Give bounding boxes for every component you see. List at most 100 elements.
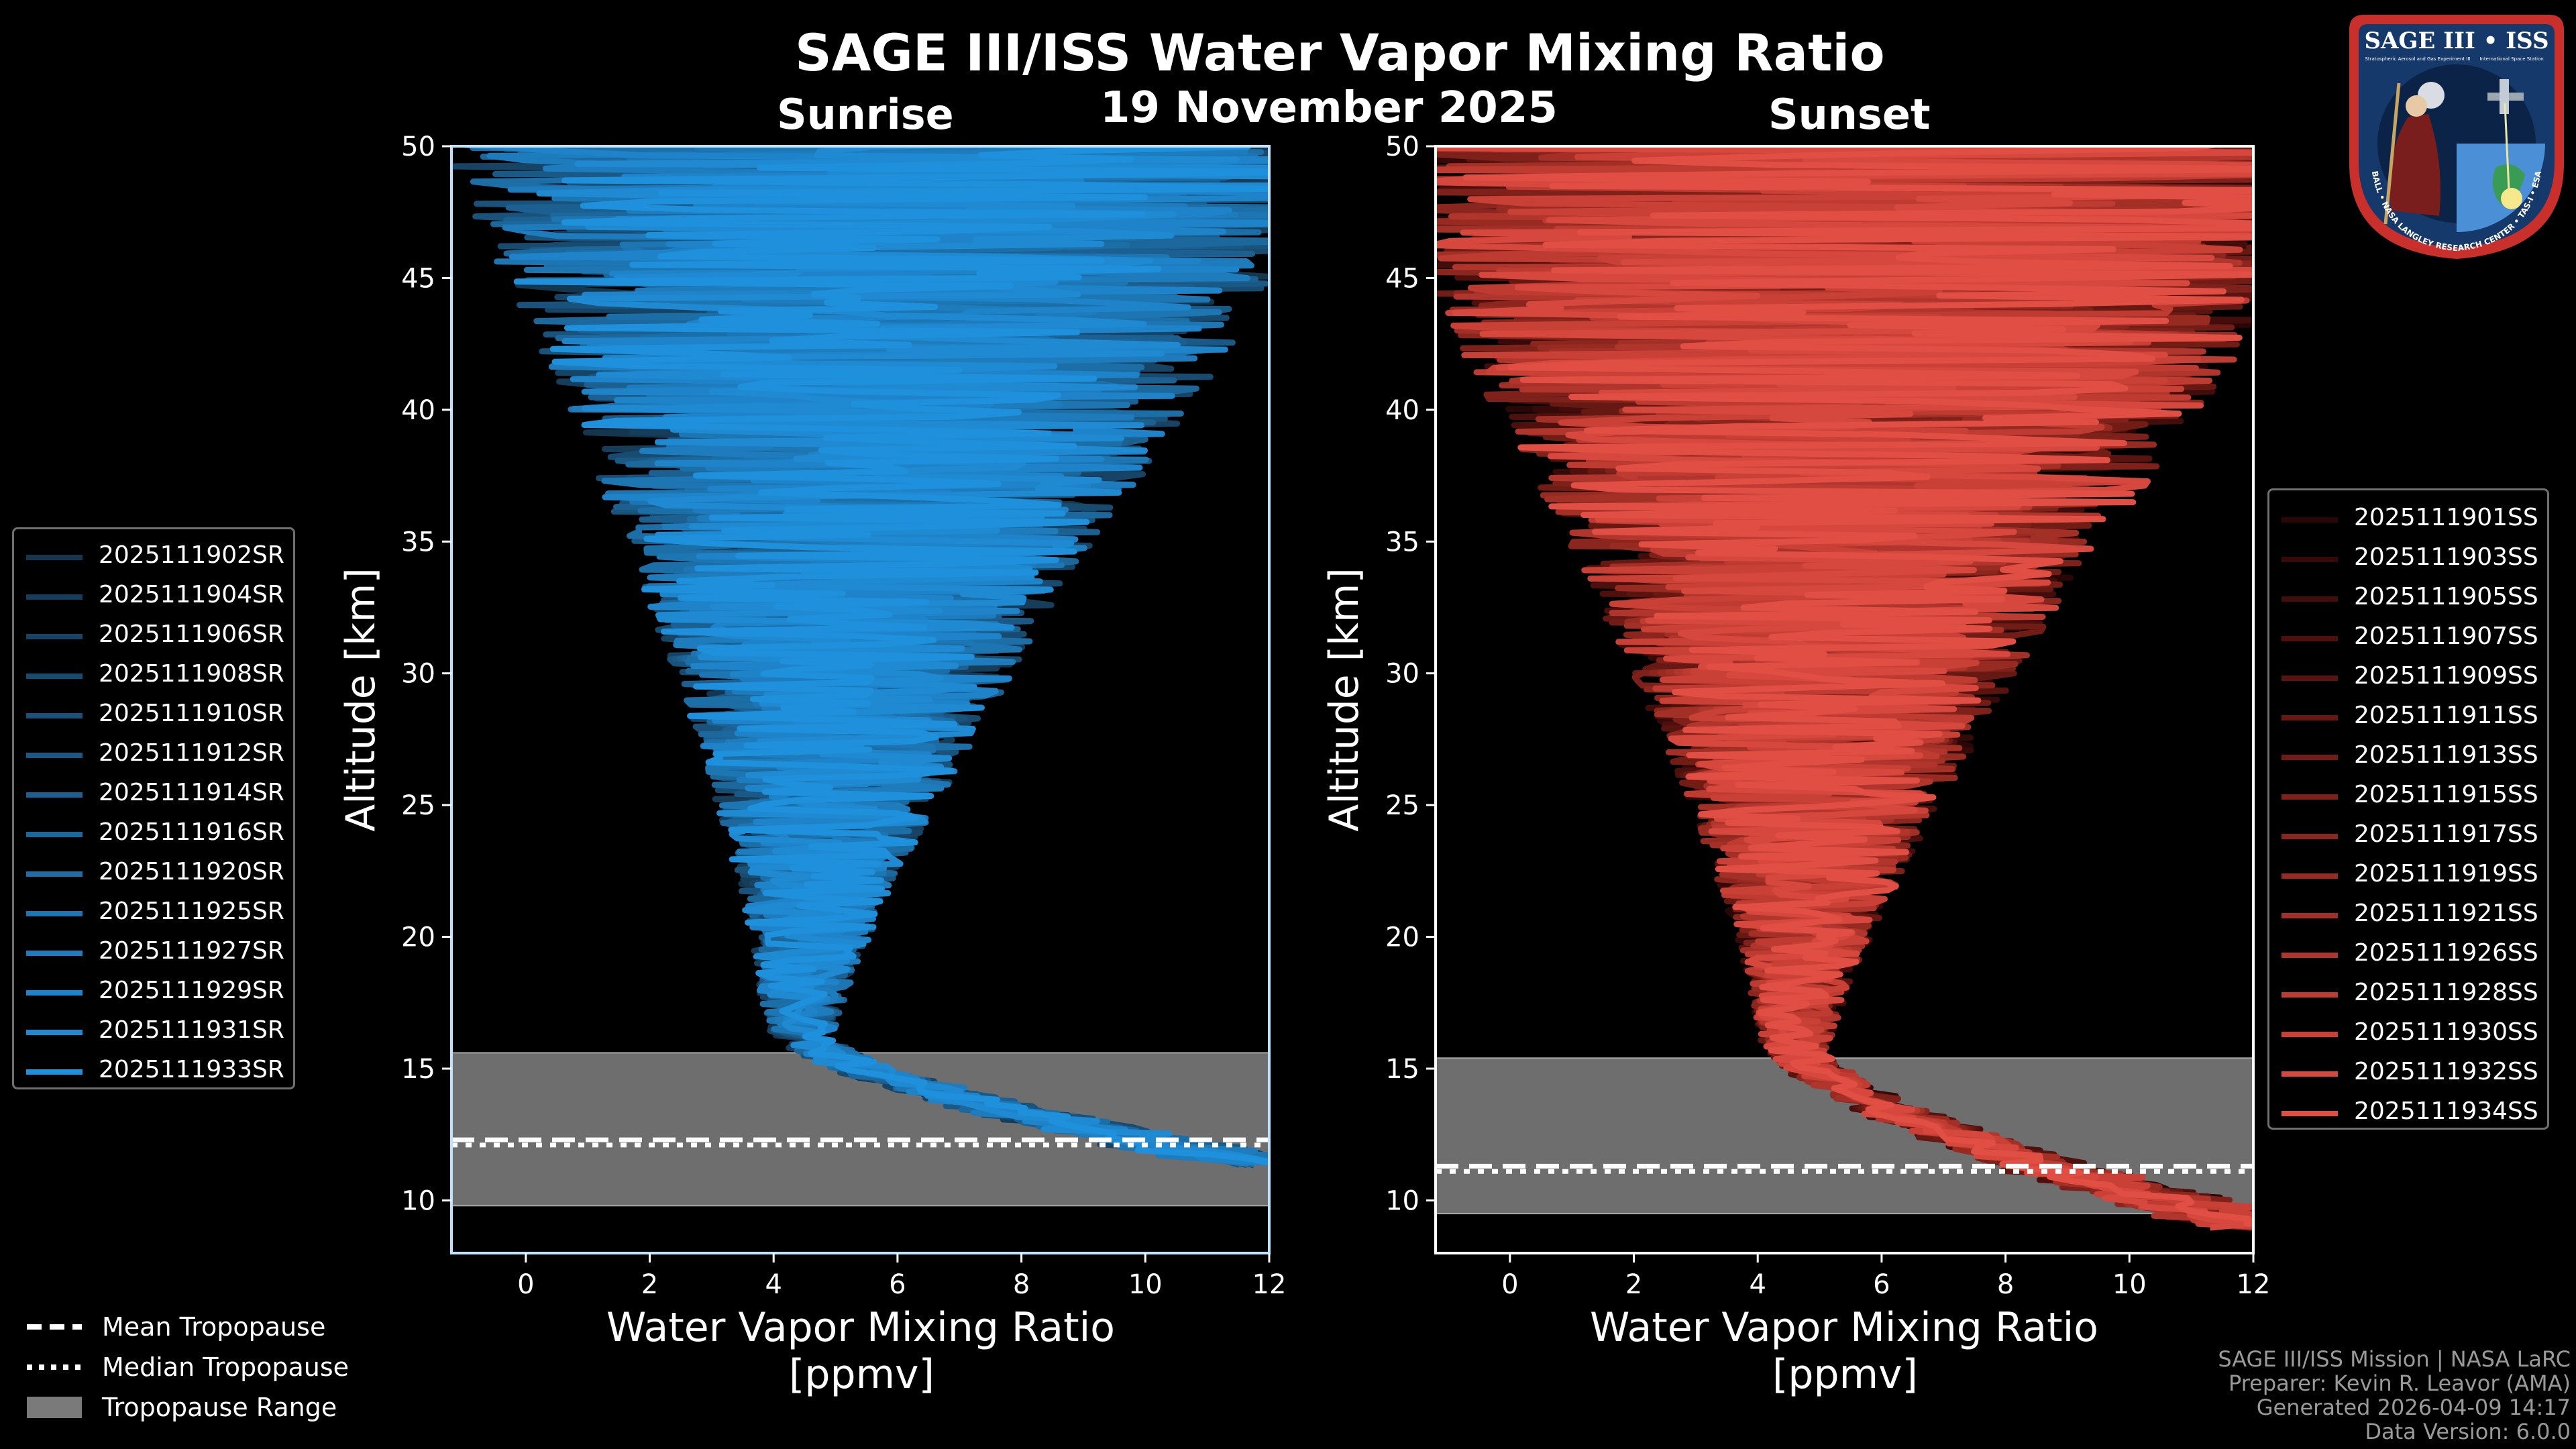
sunset-legend: 2025111901SS 2025111903SS 2025111905SS 2025… — [2267, 488, 2549, 1130]
legend-item: 2025111928SS — [2269, 975, 2547, 1014]
x-tick-label: 12 — [2237, 1269, 2271, 1300]
x-tick-label: 6 — [1873, 1269, 1890, 1300]
sunset-ylabel: Altitude [km] — [1321, 568, 1368, 832]
legend-label: 2025111902SR — [99, 541, 284, 569]
sunrise-panel: 0 2 4 6 8 10 12 10 15 20 25 30 35 40 45 50 — [401, 131, 1287, 1300]
dotted-line-swatch — [27, 1364, 82, 1370]
legend-swatch — [2282, 1111, 2338, 1116]
legend-label: 2025111932SS — [2354, 1058, 2538, 1085]
sunrise-xlabel-line1: Water Vapor Mixing Ratio — [606, 1304, 1115, 1351]
x-tick-label: 10 — [2112, 1269, 2147, 1300]
legend-item: 2025111916SR — [14, 814, 293, 853]
legend-item: 2025111930SS — [2269, 1014, 2547, 1053]
legend-label: 2025111912SR — [99, 739, 284, 767]
axes-frame — [1434, 145, 2255, 1254]
legend-swatch — [2282, 755, 2338, 760]
y-tick-label: 50 — [401, 131, 435, 162]
legend-swatch — [26, 713, 83, 718]
y-tick-label: 25 — [1385, 790, 1419, 821]
x-tick-label: 12 — [1252, 1269, 1287, 1300]
legend-item: 2025111929SR — [14, 973, 293, 1012]
y-tick-label: 10 — [1385, 1185, 1419, 1216]
legend-label: 2025111930SS — [2354, 1018, 2538, 1046]
legend-swatch — [26, 634, 83, 639]
legend-item: 2025111906SR — [14, 616, 293, 655]
legend-item: 2025111907SS — [2269, 619, 2547, 657]
legend-label: 2025111928SS — [2354, 979, 2538, 1006]
x-tick-label: 4 — [1749, 1269, 1766, 1300]
patch-title: SAGE III • ISS — [2364, 28, 2548, 54]
patch-subtitle-left: Stratospheric Aerosol and Gas Experiment… — [2365, 56, 2470, 62]
x-tick-label: 2 — [1625, 1269, 1642, 1300]
credit-line: Generated 2026-04-09 14:17 — [2256, 1395, 2571, 1420]
legend-item: 2025111904SR — [14, 577, 293, 616]
sightline-icon — [2504, 103, 2510, 191]
tropopause-range-legend-item: Tropopause Range — [24, 1387, 400, 1428]
legend-swatch — [2282, 992, 2338, 998]
staff-icon — [2383, 83, 2401, 225]
legend-item: 2025111909SS — [2269, 658, 2547, 697]
legend-label: 2025111910SR — [99, 700, 284, 727]
legend-label: 2025111904SR — [99, 581, 284, 608]
legend-item: 2025111914SR — [14, 775, 293, 814]
y-tick-label: 40 — [401, 395, 435, 426]
sunrise-xlabel-line2: [ppmv] — [789, 1351, 934, 1398]
sunset-subtitle: Sunset — [1768, 90, 1931, 139]
legend-swatch — [2282, 676, 2338, 681]
legend-item: 2025111917SS — [2269, 816, 2547, 855]
legend-swatch — [2282, 1071, 2338, 1077]
x-tick-label: 6 — [889, 1269, 906, 1300]
legend-swatch — [2282, 715, 2338, 720]
legend-swatch — [26, 674, 83, 679]
y-tick-label: 45 — [401, 263, 435, 294]
x-tick-label: 8 — [1013, 1269, 1030, 1300]
legend-label: 2025111926SS — [2354, 939, 2538, 967]
legend-swatch — [2282, 596, 2338, 602]
credit-line: SAGE III/ISS Mission | NASA LaRC — [2218, 1346, 2571, 1372]
legend-label: 2025111931SR — [99, 1016, 284, 1044]
profile-series-2025111927SR — [486, 146, 1258, 1167]
legend-swatch — [26, 753, 83, 758]
profile-series-2025111933SR — [513, 146, 1269, 1166]
legend-swatch — [26, 951, 83, 956]
legend-label: 2025111906SR — [99, 621, 284, 648]
legend-label: 2025111916SR — [99, 818, 284, 846]
sunset-xlabel-line1: Water Vapor Mixing Ratio — [1590, 1304, 2098, 1351]
legend-item: 2025111903SS — [2269, 539, 2547, 578]
sunrise-subtitle: Sunrise — [777, 90, 954, 139]
sunset-panel: 0 2 4 6 8 10 12 10 15 20 25 30 35 40 45 50 — [1385, 131, 2271, 1300]
credits-block: SAGE III/ISS Mission | NASA LaRC Prepare… — [2218, 1347, 2571, 1444]
patch-subtitle-right: International Space Station — [2479, 56, 2543, 62]
legend-label: 2025111919SS — [2354, 860, 2538, 888]
y-tick-label: 30 — [1385, 659, 1419, 690]
legend-swatch — [26, 792, 83, 798]
profile-lines — [1436, 146, 2253, 1234]
legend-swatch — [2282, 953, 2338, 958]
legend-swatch — [2282, 873, 2338, 879]
y-tick-label: 30 — [401, 659, 435, 690]
legend-item: 2025111919SS — [2269, 856, 2547, 895]
y-tick-label: 20 — [1385, 922, 1419, 953]
y-tick-label: 15 — [401, 1054, 435, 1085]
legend-label: 2025111929SR — [99, 977, 284, 1004]
legend-item: 2025111933SR — [14, 1052, 293, 1091]
legend-label: 2025111901SS — [2354, 504, 2538, 531]
legend-item: 2025111926SS — [2269, 935, 2547, 974]
profile-series-2025111934SS — [1462, 146, 2253, 1227]
legend-label: 2025111914SR — [99, 779, 284, 806]
y-tick-label: 20 — [401, 922, 435, 953]
legend-item: 2025111910SR — [14, 696, 293, 735]
y-tick-label: 35 — [1385, 527, 1419, 557]
legend-item: 2025111925SR — [14, 894, 293, 932]
sunset-xlabel-line2: [ppmv] — [1772, 1351, 1918, 1398]
legend-item: 2025111931SR — [14, 1012, 293, 1051]
y-tick-label: 40 — [1385, 395, 1419, 426]
date-subtitle: 19 November 2025 — [1100, 83, 1558, 133]
mean-tropopause-label: Mean Tropopause — [102, 1312, 326, 1342]
figure-title: SAGE III/ISS Water Vapor Mixing Ratio — [795, 23, 1885, 83]
legend-swatch — [2282, 636, 2338, 641]
legend-swatch — [26, 594, 83, 600]
legend-item: 2025111920SR — [14, 854, 293, 893]
legend-label: 2025111909SS — [2354, 662, 2538, 690]
